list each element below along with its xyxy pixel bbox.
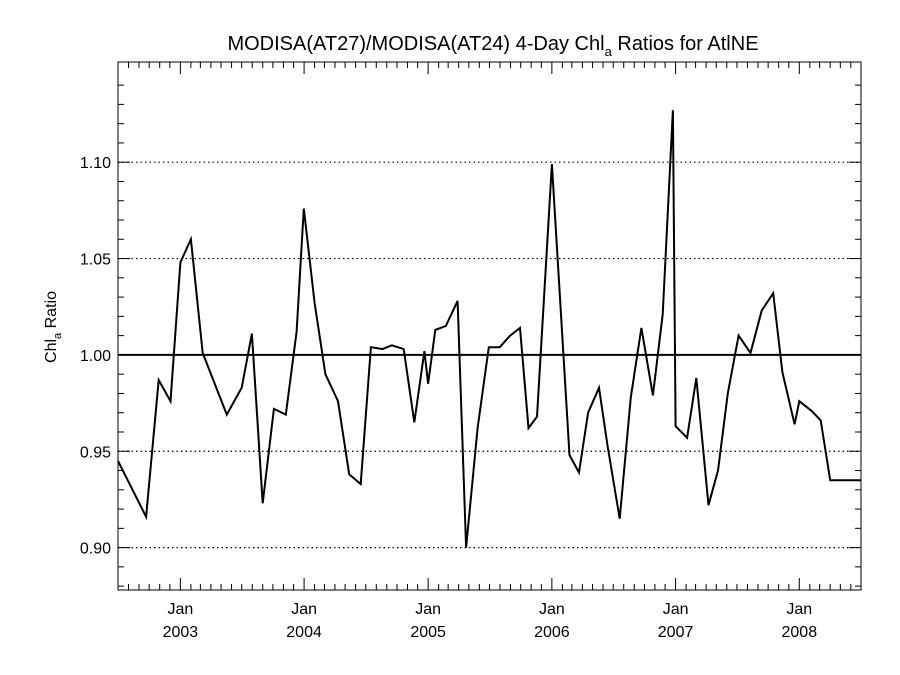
x-tick-year: 2008 xyxy=(782,624,818,641)
x-tick-year: 2006 xyxy=(534,624,570,641)
minor-ticks xyxy=(117,62,862,590)
y-tick-label: 1.00 xyxy=(80,348,111,365)
series-line xyxy=(117,110,861,548)
y-tick-label: 1.05 xyxy=(80,252,111,269)
chart-title: MODISA(AT27)/MODISA(AT24) 4-Day Chla Rat… xyxy=(227,33,758,59)
x-tick-month: Jan xyxy=(663,601,689,618)
y-tick-labels: 0.90 0.95 1.00 1.05 1.10 xyxy=(80,155,111,557)
x-tick-month: Jan xyxy=(786,601,812,618)
x-tick-year: 2005 xyxy=(410,624,446,641)
x-tick-month: Jan xyxy=(167,601,193,618)
y-tick-label: 0.90 xyxy=(80,541,111,558)
major-ticks xyxy=(118,62,861,590)
x-tick-year: 2007 xyxy=(658,624,694,641)
x-tick-year: 2003 xyxy=(163,624,199,641)
x-tick-month: Jan xyxy=(539,601,565,618)
x-tick-labels: Jan 2003 Jan 2004 Jan 2005 Jan 2006 Jan 2007 Jan 20… xyxy=(163,601,818,641)
y-tick-label: 0.95 xyxy=(80,444,111,461)
y-tick-label: 1.10 xyxy=(80,155,111,172)
plot-frame xyxy=(117,61,862,591)
x-tick-year: 2004 xyxy=(286,624,322,641)
x-tick-month: Jan xyxy=(291,601,317,618)
x-tick-month: Jan xyxy=(415,601,441,618)
y-axis-title: Chla Ratio xyxy=(43,291,64,363)
